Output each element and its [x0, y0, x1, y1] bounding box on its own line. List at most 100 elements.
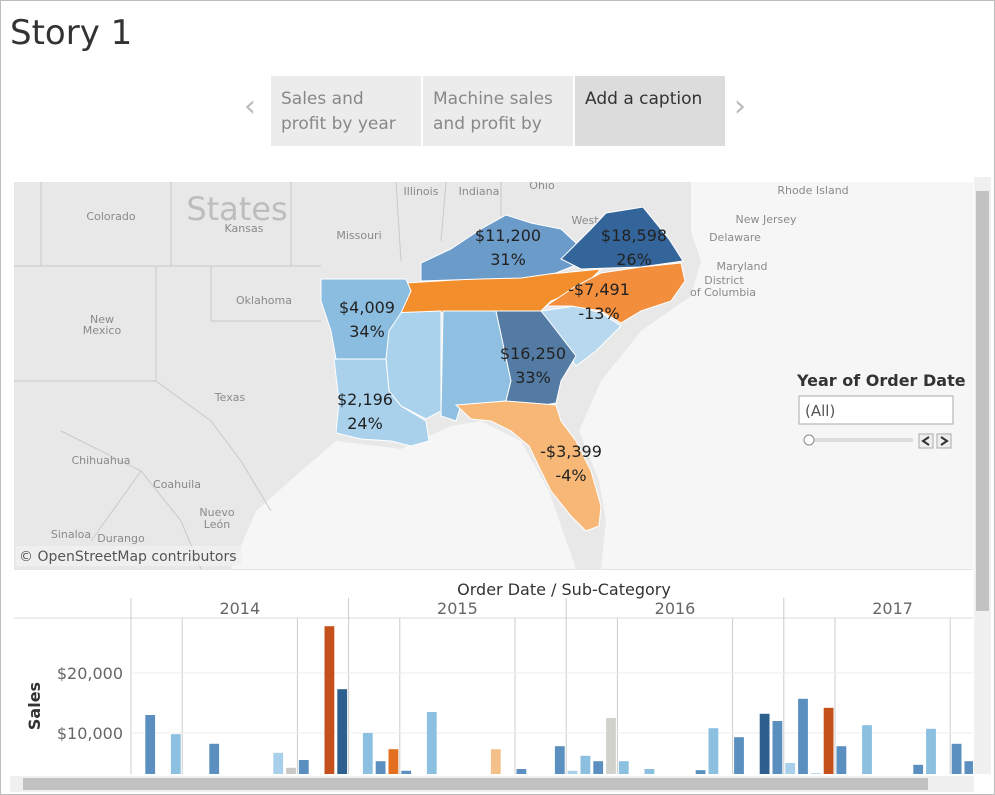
- state-value: $2,196: [337, 390, 393, 409]
- place-label: Rhode Island: [777, 184, 848, 197]
- bar: [862, 725, 872, 774]
- attribution-bg: [16, 546, 242, 566]
- map: Illinois Indiana Ohio Rhode Island Colorado K…: [14, 179, 973, 569]
- place-label: Indiana: [459, 185, 500, 198]
- bar: [337, 689, 348, 774]
- year-label: 2014: [219, 599, 260, 618]
- story-title: Story 1: [10, 13, 133, 53]
- state-share: 33%: [515, 368, 551, 387]
- state-share: 31%: [490, 250, 526, 269]
- state-share: 24%: [347, 414, 383, 433]
- bar: [823, 707, 834, 774]
- place-label: Durango: [97, 532, 145, 545]
- bar: [964, 761, 973, 774]
- state-shape: [544, 262, 686, 324]
- place-label: States: [186, 190, 287, 228]
- place-label: Ohio: [529, 179, 555, 192]
- place-label: of Columbia: [690, 286, 756, 299]
- bar: [567, 770, 578, 774]
- place-label: West: [571, 214, 599, 227]
- state-shape: [320, 278, 412, 360]
- bar: [388, 749, 399, 774]
- story-point[interactable]: Machine sales and profit by: [423, 76, 573, 146]
- place-label: Nuevo: [199, 506, 234, 519]
- slider-thumb[interactable]: [803, 434, 815, 446]
- bar: [490, 749, 501, 774]
- state-shape: [495, 310, 577, 412]
- bar: [926, 728, 936, 774]
- prev-arrow[interactable]: ‹: [244, 89, 256, 124]
- bar: [606, 718, 616, 774]
- place-label: Mexico: [83, 324, 122, 337]
- place-label: Sinaloa: [51, 528, 91, 541]
- story-point-text: Sales and: [281, 89, 364, 109]
- state-share: 26%: [616, 250, 652, 269]
- bar-chart: Order Date / Sub-Category 2014 2015 2016 201…: [14, 580, 973, 774]
- story-point[interactable]: Add a caption: [575, 76, 725, 146]
- bar: [695, 770, 706, 774]
- place-label: Illinois: [404, 185, 439, 198]
- story-point[interactable]: Sales and profit by year: [271, 76, 421, 146]
- bar: [759, 713, 770, 774]
- year-label: 2017: [872, 599, 913, 618]
- bar: [298, 760, 309, 774]
- bar: [785, 763, 796, 774]
- bar: [362, 733, 373, 774]
- state-value: $16,250: [500, 344, 566, 363]
- year-label: 2015: [437, 599, 478, 618]
- slider-next[interactable]: [936, 433, 952, 449]
- story-point-text: and profit by: [433, 114, 542, 134]
- bar: [554, 746, 565, 774]
- bar: [209, 743, 220, 774]
- state-shape: [560, 206, 684, 270]
- bar: [798, 698, 808, 774]
- slider-prev[interactable]: [918, 433, 934, 449]
- place-label: New Jersey: [735, 213, 797, 226]
- place-label: Kansas: [225, 222, 264, 235]
- bar: [580, 755, 591, 774]
- place-label: Chihuahua: [71, 454, 130, 467]
- slider-track: [809, 438, 913, 442]
- bar: [734, 737, 744, 774]
- state-shape: [333, 358, 430, 447]
- state-value: -$7,491: [568, 280, 630, 299]
- ocean: [579, 182, 973, 569]
- place-label: Texas: [214, 391, 246, 404]
- year-filter: Year of Order Date (All): [796, 371, 966, 449]
- story-point-text: Machine sales: [433, 89, 553, 109]
- bar: [644, 769, 655, 774]
- state-value: $11,200: [475, 226, 541, 245]
- state-value: $18,598: [601, 226, 667, 245]
- place-label: Maryland: [716, 260, 767, 273]
- bar: [836, 746, 847, 774]
- bar: [401, 770, 412, 774]
- bar: [286, 767, 296, 774]
- v-scroll-thumb[interactable]: [976, 191, 989, 611]
- state-share: 34%: [349, 322, 385, 341]
- bar: [708, 728, 719, 774]
- bar: [810, 773, 821, 774]
- bar: [593, 761, 604, 774]
- bar: [426, 712, 437, 774]
- bar: [375, 761, 386, 774]
- borders: [14, 182, 502, 569]
- bar: [145, 715, 156, 774]
- state-value: -$3,399: [540, 442, 602, 461]
- story-point-text: profit by year: [281, 114, 396, 134]
- place-label: Delaware: [709, 231, 761, 244]
- filter-box[interactable]: [798, 395, 954, 425]
- state-share: -4%: [555, 466, 586, 485]
- bar: [273, 752, 284, 774]
- bar: [951, 743, 962, 774]
- state-share: -13%: [578, 304, 619, 323]
- h-scroll-thumb[interactable]: [23, 778, 928, 790]
- year-label: 2016: [655, 599, 696, 618]
- bar: [324, 626, 335, 774]
- place-label: New: [90, 313, 114, 326]
- state-shape: [420, 214, 582, 282]
- state-shape: [454, 400, 602, 532]
- attribution: © OpenStreetMap contributors: [19, 549, 237, 565]
- place-label: Missouri: [336, 229, 381, 242]
- next-arrow[interactable]: ›: [734, 89, 746, 124]
